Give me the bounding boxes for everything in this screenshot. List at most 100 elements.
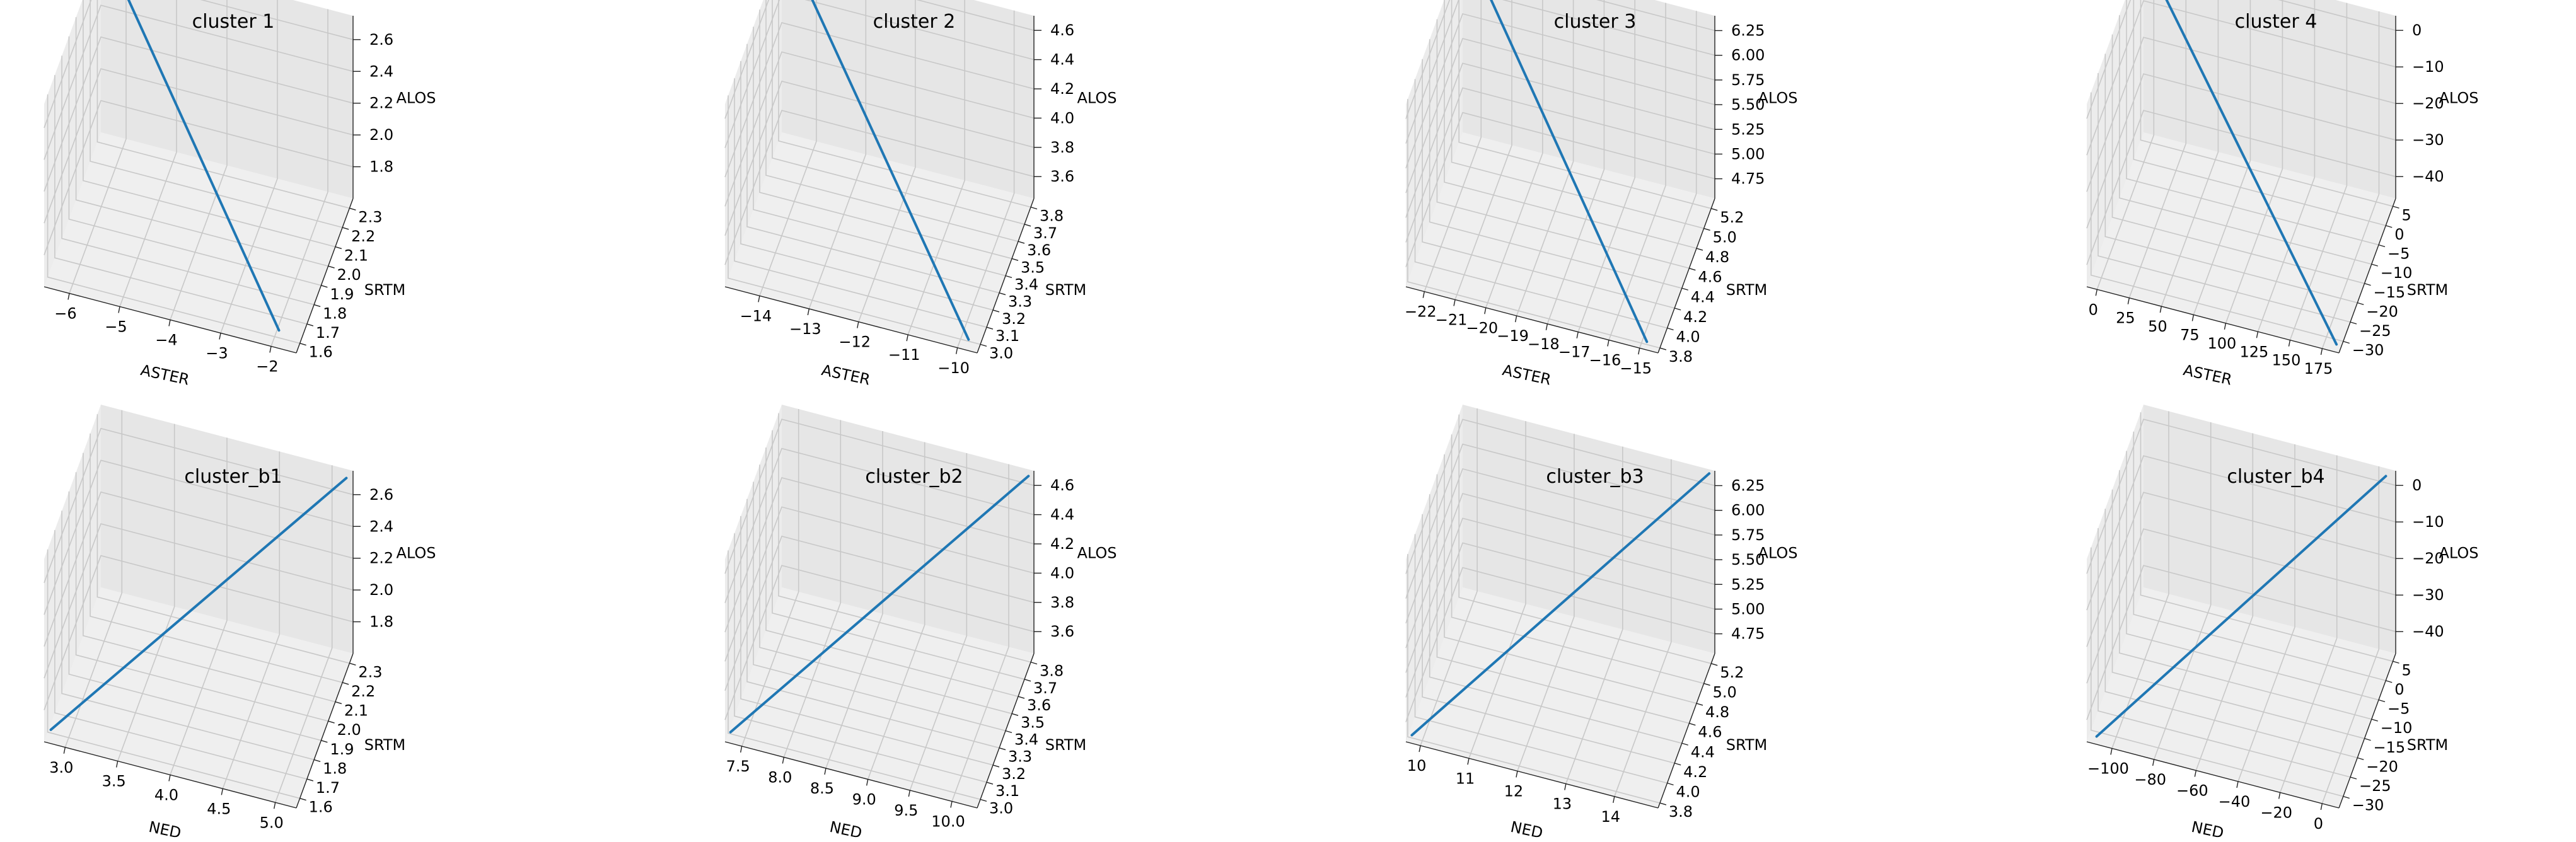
x-tick — [782, 757, 785, 764]
x-tick — [807, 308, 810, 316]
gridline-z — [2086, 0, 2396, 119]
y-tick-label: 4.8 — [1705, 248, 1729, 266]
y-axis-label: SRTM — [2407, 736, 2449, 754]
y-tick-label: 4.4 — [1691, 288, 1715, 306]
x-tick — [2191, 314, 2195, 321]
y-tick-label: 5.0 — [1713, 683, 1737, 701]
gridline-x — [2111, 411, 2169, 749]
x-tick — [758, 296, 760, 303]
gridline-y — [728, 95, 981, 345]
gridline-z — [1405, 493, 1715, 649]
x-tick-label: −11 — [888, 346, 920, 364]
x-tick — [2159, 306, 2162, 313]
gridline-y — [2104, 54, 2358, 304]
x-axis-label: ASTER — [139, 361, 191, 389]
gridline-z — [44, 555, 354, 710]
x-tick — [2278, 792, 2281, 799]
x-tick-label: −18 — [1528, 335, 1560, 353]
x-tick — [2320, 348, 2323, 355]
x-tick-label: −17 — [1558, 343, 1591, 361]
x-tick — [219, 333, 221, 340]
gridline-x — [2321, 11, 2380, 349]
y-tick-label: 3.7 — [1033, 679, 1057, 697]
x-tick — [1613, 796, 1615, 803]
z-tick-label: −30 — [2412, 131, 2444, 149]
gridline-z — [1405, 0, 1715, 119]
y-tick — [1018, 696, 1025, 699]
y-tick — [1689, 267, 1696, 271]
series-line-1 — [49, 476, 348, 731]
y-tick — [299, 343, 306, 346]
y-tick-label: 3.4 — [1014, 276, 1038, 294]
z-tick-label: 5.75 — [1731, 526, 1765, 544]
pane-floor — [1406, 587, 1715, 808]
x-axis-line — [724, 741, 978, 809]
z-tick-label: 6.25 — [1731, 22, 1765, 40]
x-tick-label: 3.5 — [102, 773, 126, 790]
x-axis-label: ASTER — [2182, 361, 2234, 389]
gridline-y — [2091, 92, 2344, 342]
y-tick — [986, 326, 994, 330]
y-tick-label: −5 — [2387, 245, 2410, 263]
x-tick-label: −40 — [2219, 793, 2251, 810]
y-tick-label: 2.0 — [337, 721, 361, 739]
gridline-z — [1405, 13, 1715, 169]
gridline-z — [724, 0, 1035, 148]
y-tick — [1011, 258, 1019, 261]
x-tick — [273, 802, 276, 809]
gridline-z — [2086, 492, 2396, 647]
subplot-7: 10 11 12 13 14 3.8 4.0 4.2 4.4 4.6 4.8 5.0 5.2 4.75 5.… — [1405, 405, 1798, 842]
y-tick-label: 5 — [2402, 661, 2411, 679]
gridline-x — [1454, 0, 1512, 300]
pane-left-wall — [2087, 0, 2144, 287]
x-tick — [824, 768, 827, 775]
gridline-y — [75, 17, 328, 267]
x-tick-label: 175 — [2304, 360, 2333, 378]
x-tick — [1453, 299, 1456, 306]
x-tick-label: 125 — [2240, 343, 2269, 360]
gridline-x — [2161, 0, 2219, 307]
z-axis-label: ALOS — [1077, 89, 1117, 107]
y-tick — [2393, 660, 2399, 664]
y-tick — [992, 764, 1000, 768]
y-tick-label: 3.8 — [1040, 662, 1064, 680]
x-tick-label: 150 — [2272, 352, 2301, 369]
x-tick — [168, 775, 171, 781]
y-axis-label: SRTM — [364, 736, 406, 754]
y-tick-label: 2.3 — [358, 208, 382, 226]
z-tick-label: 0 — [2412, 21, 2422, 39]
gridline-x — [1485, 0, 1543, 308]
gridline-z — [1405, 87, 1715, 243]
x-axis-line — [2086, 741, 2340, 809]
y-tick — [992, 309, 1000, 313]
y-tick-label: 5.0 — [1713, 228, 1737, 246]
gridline-y — [1436, 474, 1690, 724]
y-tick — [2386, 680, 2393, 683]
x-tick — [2095, 289, 2098, 296]
y-axis-line — [296, 198, 354, 354]
y-tick — [2378, 244, 2386, 248]
z-tick-label: 4.75 — [1731, 170, 1765, 188]
z-tick-label: 5.25 — [1731, 575, 1765, 593]
x-tick — [2320, 803, 2323, 810]
y-tick-label: 2.1 — [344, 702, 368, 720]
gridline-y — [2104, 509, 2358, 759]
gridline-y — [740, 516, 994, 766]
y-tick — [349, 662, 356, 666]
y-tick — [1667, 327, 1674, 331]
gridline-y — [96, 0, 350, 209]
gridline-y — [1422, 59, 1675, 309]
gridline-z — [1405, 0, 1715, 144]
gridline-z — [724, 51, 1035, 207]
x-tick-label: 9.0 — [852, 791, 876, 809]
x-tick-label: −60 — [2176, 782, 2208, 800]
gridline-z — [44, 36, 354, 192]
x-tick — [115, 761, 119, 768]
x-tick — [1545, 323, 1548, 331]
gridline-y — [1436, 19, 1690, 269]
chart-title: cluster 2 — [873, 11, 956, 33]
z-tick-label: 1.8 — [369, 158, 393, 176]
gridline-y — [2126, 0, 2379, 246]
y-tick-label: 1.9 — [330, 741, 354, 758]
